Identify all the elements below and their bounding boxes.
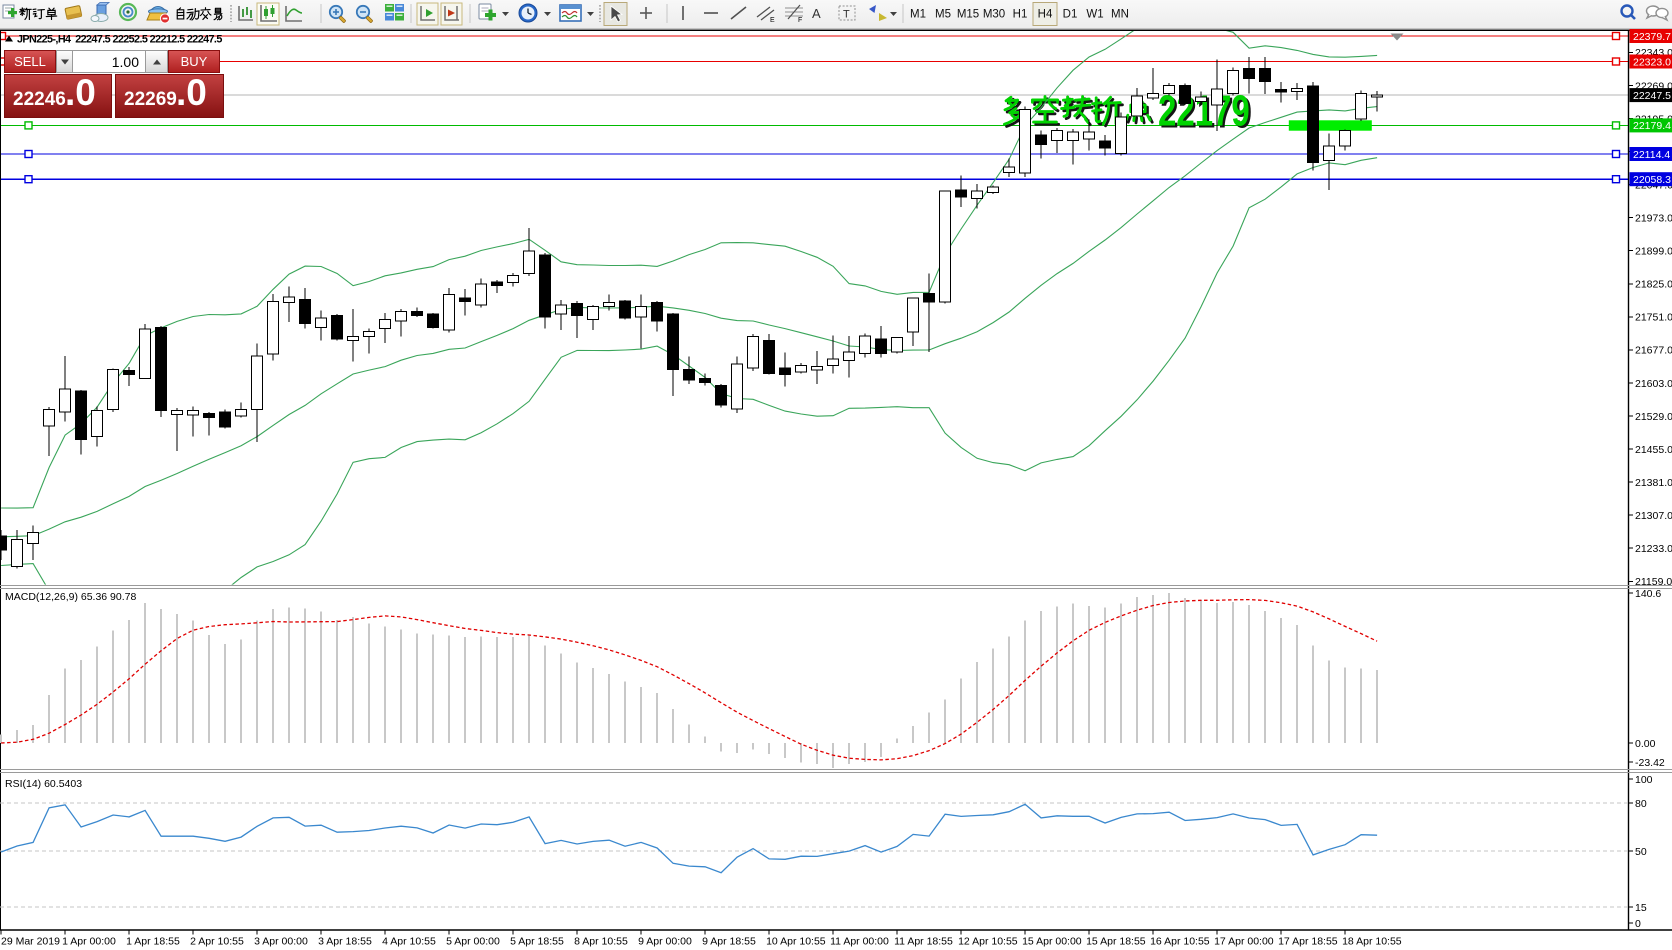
svg-text:M15: M15 [957,9,979,21]
svg-text:21899.0: 21899.0 [1635,246,1672,258]
svg-text:50: 50 [1635,846,1647,858]
svg-text:17 Apr 00:00: 17 Apr 00:00 [1214,936,1274,948]
svg-text:140.6: 140.6 [1635,588,1661,600]
svg-text:17 Apr 18:55: 17 Apr 18:55 [1278,936,1338,948]
svg-text:22179.4: 22179.4 [1633,120,1671,132]
svg-text:21677.0: 21677.0 [1635,345,1672,357]
svg-text:15 Apr 18:55: 15 Apr 18:55 [1086,936,1146,948]
svg-text:1 Apr 18:55: 1 Apr 18:55 [126,936,180,948]
svg-text:22179: 22179 [1158,87,1250,136]
svg-text:18 Apr 10:55: 18 Apr 10:55 [1342,936,1402,948]
svg-text:RSI(14) 60.5403: RSI(14) 60.5403 [5,778,82,790]
svg-text:D1: D1 [1063,9,1078,21]
svg-text:-23.42: -23.42 [1635,757,1665,769]
svg-text:3 Apr 00:00: 3 Apr 00:00 [254,936,308,948]
svg-text:0: 0 [1635,918,1641,930]
svg-text:T: T [843,9,850,21]
svg-text:4 Apr 10:55: 4 Apr 10:55 [382,936,436,948]
svg-text:11 Apr 18:55: 11 Apr 18:55 [894,936,953,948]
svg-text:12 Apr 10:55: 12 Apr 10:55 [958,936,1018,948]
svg-text:22323.0: 22323.0 [1633,56,1671,68]
svg-text:3 Apr 18:55: 3 Apr 18:55 [318,936,372,948]
svg-text:H4: H4 [1038,9,1053,21]
svg-text:22058.3: 22058.3 [1633,174,1671,186]
svg-text:21233.0: 21233.0 [1635,543,1672,555]
svg-text:A: A [812,6,821,21]
svg-text:16 Apr 10:55: 16 Apr 10:55 [1150,936,1210,948]
svg-text:21973.0: 21973.0 [1635,213,1672,225]
svg-text:15 Apr 00:00: 15 Apr 00:00 [1022,936,1082,948]
svg-text:21381.0: 21381.0 [1635,477,1672,489]
svg-text:21159.0: 21159.0 [1635,576,1672,588]
svg-text:8 Apr 10:55: 8 Apr 10:55 [574,936,628,948]
svg-text:9 Apr 00:00: 9 Apr 00:00 [638,936,692,948]
svg-text:H1: H1 [1013,9,1028,21]
svg-text:21603.0: 21603.0 [1635,378,1672,390]
svg-text:11 Apr 00:00: 11 Apr 00:00 [830,936,889,948]
svg-text:9 Apr 18:55: 9 Apr 18:55 [702,936,756,948]
svg-text:21825.0: 21825.0 [1635,279,1672,291]
svg-text:MACD(12,26,9) 65.36 90.78: MACD(12,26,9) 65.36 90.78 [5,591,136,603]
svg-text:80: 80 [1635,798,1647,810]
svg-text:22379.7: 22379.7 [1633,31,1671,43]
svg-text:15: 15 [1635,902,1647,914]
svg-text:M30: M30 [983,9,1005,21]
svg-text:10 Apr 10:55: 10 Apr 10:55 [766,936,826,948]
svg-text:0.00: 0.00 [1635,738,1656,750]
svg-text:1 Apr 00:00: 1 Apr 00:00 [62,936,116,948]
svg-text:M5: M5 [935,9,951,21]
svg-text:MN: MN [1111,9,1129,21]
svg-text:21455.0: 21455.0 [1635,444,1672,456]
svg-text:5 Apr 18:55: 5 Apr 18:55 [510,936,564,948]
svg-text:E: E [770,17,775,24]
svg-text:29 Mar 2019: 29 Mar 2019 [1,936,60,948]
svg-text:22247.5: 22247.5 [1633,90,1671,102]
svg-text:21307.0: 21307.0 [1635,510,1672,522]
svg-text:M1: M1 [910,9,926,21]
svg-text:5 Apr 00:00: 5 Apr 00:00 [446,936,500,948]
svg-text:100: 100 [1635,774,1653,786]
svg-text:JPN225-,H4 22247.5 22252.5 22: JPN225-,H4 22247.5 22252.5 22212.5 22247… [17,34,222,46]
svg-text:21751.0: 21751.0 [1635,312,1672,324]
svg-text:W1: W1 [1086,9,1103,21]
svg-text:21529.0: 21529.0 [1635,411,1672,423]
svg-text:22114.4: 22114.4 [1633,149,1670,161]
svg-text:2 Apr 10:55: 2 Apr 10:55 [190,936,244,948]
svg-text:F: F [798,17,802,24]
